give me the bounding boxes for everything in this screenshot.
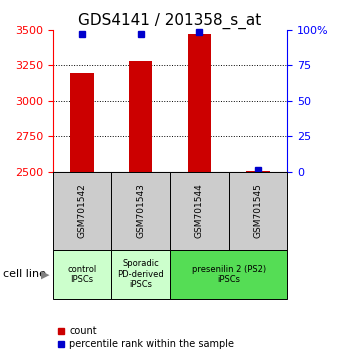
Text: GSM701545: GSM701545 bbox=[254, 183, 262, 238]
Text: GSM701543: GSM701543 bbox=[136, 183, 145, 238]
Text: presenilin 2 (PS2)
iPSCs: presenilin 2 (PS2) iPSCs bbox=[191, 265, 266, 284]
Bar bbox=[129, 61, 152, 172]
Text: GSM701544: GSM701544 bbox=[195, 183, 204, 238]
Text: cell line: cell line bbox=[3, 269, 46, 279]
Text: control
IPSCs: control IPSCs bbox=[67, 265, 97, 284]
Bar bbox=[246, 171, 270, 172]
Text: ▶: ▶ bbox=[41, 269, 49, 279]
Text: GSM701542: GSM701542 bbox=[78, 183, 86, 238]
Title: GDS4141 / 201358_s_at: GDS4141 / 201358_s_at bbox=[79, 12, 261, 29]
Bar bbox=[188, 34, 211, 172]
Legend: count, percentile rank within the sample: count, percentile rank within the sample bbox=[57, 326, 234, 349]
Text: Sporadic
PD-derived
iPSCs: Sporadic PD-derived iPSCs bbox=[117, 259, 164, 289]
Bar bbox=[70, 73, 94, 172]
